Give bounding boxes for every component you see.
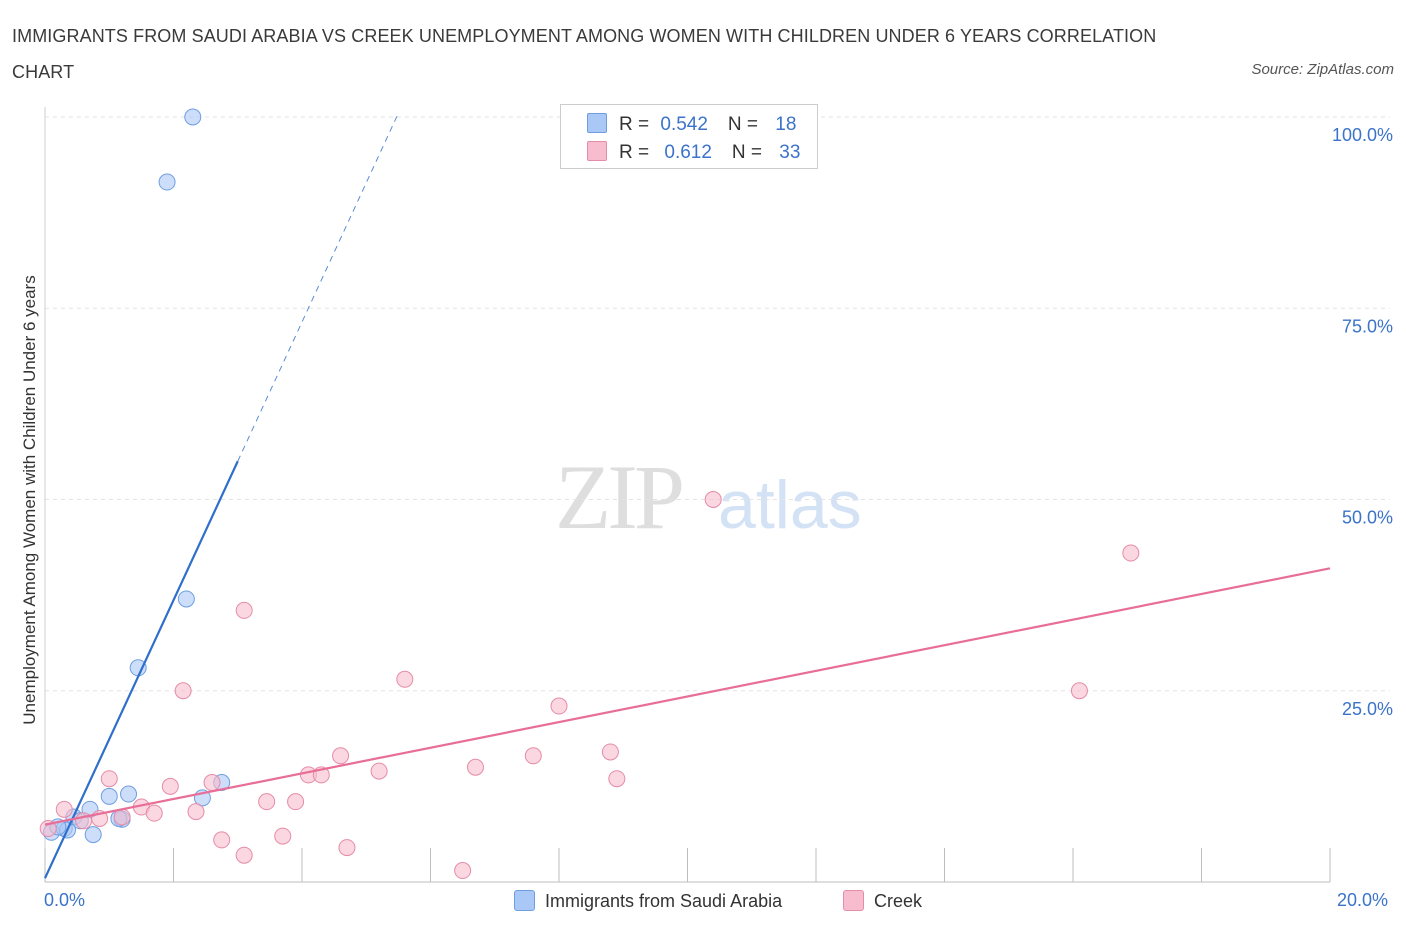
creek-point	[258, 793, 276, 811]
creek-point	[55, 800, 73, 818]
watermark-zip: ZIP	[555, 446, 682, 548]
watermark-atlas: atlas	[718, 467, 862, 543]
y-tick-label: 75.0%	[1342, 316, 1393, 336]
creek-point	[235, 601, 253, 619]
legend-r-label: R =	[619, 114, 655, 135]
saudi-arabia-point	[100, 787, 118, 805]
x-tick-label-min: 0.0%	[44, 890, 86, 910]
correlation-legend: R = 0.542 N = 18 R = 0.612 N = 33	[560, 104, 818, 169]
creek-point	[174, 682, 192, 700]
saudi-arabia-trend-line	[44, 460, 239, 879]
creek-point	[1122, 544, 1140, 562]
creek-point	[161, 777, 179, 795]
creek-point	[454, 862, 472, 880]
legend-swatch-saudi-arabia	[587, 113, 607, 133]
legend-n-label: N =	[731, 142, 768, 163]
creek-point	[601, 743, 619, 761]
y-tick-label: 50.0%	[1342, 508, 1393, 528]
saudi-arabia-point	[177, 590, 195, 608]
bottom-legend-creek: Creek	[843, 890, 922, 912]
creek-point	[704, 491, 722, 508]
creek-point	[524, 747, 542, 765]
creek-point	[396, 670, 414, 688]
creek-point	[1070, 682, 1088, 700]
legend-n-label: N =	[727, 114, 764, 135]
creek-point	[235, 846, 253, 864]
creek-point	[370, 762, 388, 780]
legend-n-value: 18	[775, 114, 797, 135]
creek-point	[100, 770, 118, 788]
legend-row-creek: R = 0.612 N = 33	[587, 141, 800, 164]
bottom-legend-label: Creek	[874, 891, 923, 911]
bottom-legend-label: Immigrants from Saudi Arabia	[545, 891, 783, 911]
creek-point	[332, 747, 350, 765]
creek-point	[213, 831, 231, 849]
saudi-arabia-trend-extension	[237, 112, 399, 462]
creek-point	[145, 804, 163, 822]
legend-r-label: R =	[619, 142, 655, 163]
saudi-arabia-point	[120, 785, 138, 803]
creek-point	[608, 770, 626, 788]
saudi-arabia-point	[184, 108, 202, 126]
legend-swatch-creek	[587, 141, 607, 161]
y-tick-label: 25.0%	[1342, 699, 1393, 719]
creek-point	[39, 819, 57, 837]
creek-point	[274, 827, 292, 845]
legend-r-value: 0.542	[660, 114, 708, 135]
saudi-arabia-point	[158, 173, 176, 191]
legend-row-saudi-arabia: R = 0.542 N = 18	[587, 113, 796, 136]
creek-point	[203, 774, 221, 792]
bottom-legend-swatch-saudi-arabia	[514, 890, 535, 911]
bottom-legend-saudi-arabia: Immigrants from Saudi Arabia	[514, 890, 782, 912]
source-label: Source: ZipAtlas.com	[1251, 61, 1394, 78]
y-tick-label: 100.0%	[1332, 125, 1393, 145]
creek-point	[287, 793, 305, 811]
legend-r-value: 0.612	[664, 142, 712, 163]
creek-point	[550, 697, 568, 715]
x-tick-label-max: 20.0%	[1337, 890, 1389, 910]
creek-point	[466, 758, 484, 776]
creek-point	[187, 803, 205, 821]
chart-title: IMMIGRANTS FROM SAUDI ARABIA VS CREEK UN…	[12, 26, 1157, 82]
creek-trend-line	[44, 567, 1331, 826]
legend-n-value: 33	[779, 142, 801, 163]
creek-point	[338, 839, 356, 857]
bottom-legend-swatch-creek	[843, 890, 864, 911]
saudi-arabia-point	[84, 826, 102, 844]
